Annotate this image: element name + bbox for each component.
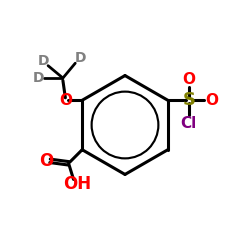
Text: D: D [74,51,86,65]
Text: O: O [205,93,218,108]
Text: O: O [182,72,195,87]
Text: S: S [182,91,195,109]
Text: O: O [59,93,72,108]
Text: D: D [37,54,49,68]
Text: Cl: Cl [181,116,197,130]
Text: OH: OH [63,175,91,193]
Text: D: D [32,71,44,85]
Text: O: O [39,152,53,170]
